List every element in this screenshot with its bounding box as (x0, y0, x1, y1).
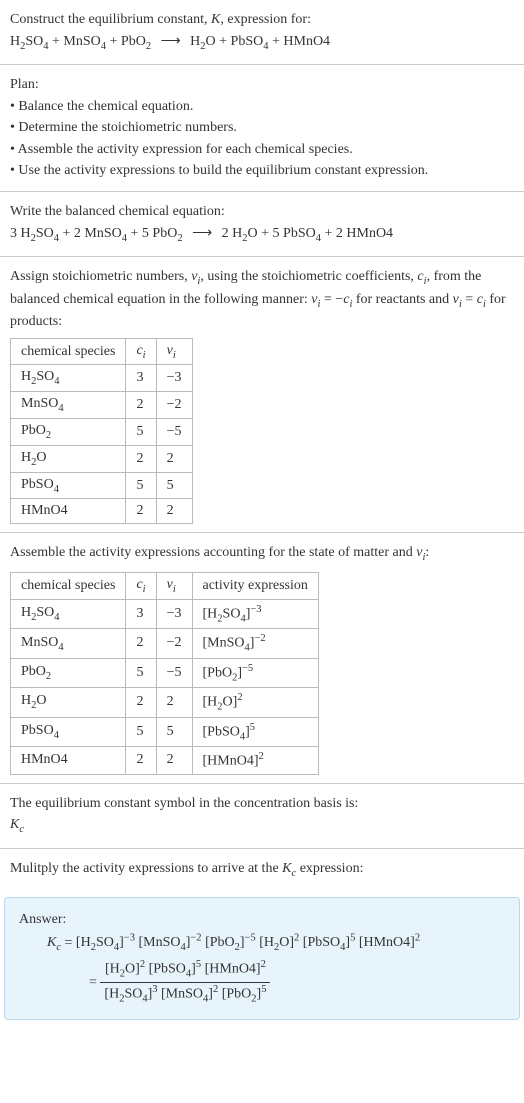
activity-section: Assemble the activity expressions accoun… (0, 533, 524, 783)
table-row: MnSO42−2 (11, 392, 193, 419)
table-row: HMnO422[HMnO4]2 (11, 747, 319, 775)
activity-table: chemical species ci νi activity expressi… (10, 572, 319, 775)
kc-symbol-section: The equilibrium constant symbol in the c… (0, 784, 524, 849)
table-header-row: chemical species ci νi (11, 338, 193, 365)
frac-den: [H2SO4]3 [MnSO4]2 [PbO2]5 (100, 983, 270, 1007)
multiply-section: Mulitply the activity expressions to arr… (0, 849, 524, 891)
answer-label: Answer: (19, 910, 505, 930)
table-row: HMnO422 (11, 499, 193, 524)
intro-section: Construct the equilibrium constant, K, e… (0, 0, 524, 65)
answer-rhs: [H2SO4]−3 [MnSO4]−2 [PbO2]−5 [H2O]2 [PbS… (76, 935, 420, 950)
table-row: H2O22 (11, 445, 193, 472)
table-row: PbSO455 (11, 472, 193, 499)
answer-box: Answer: Kc = [H2SO4]−3 [MnSO4]−2 [PbO2]−… (4, 897, 520, 1020)
balanced-section: Write the balanced chemical equation: 3 … (0, 192, 524, 257)
plan-heading: Plan: (10, 75, 514, 95)
table-row: PbSO455[PbSO4]5 (11, 717, 319, 746)
intro-line1: Construct the equilibrium constant, K, e… (10, 10, 514, 30)
stoich-text: Assign stoichiometric numbers, νi, using… (10, 267, 514, 332)
plan-section: Plan: • Balance the chemical equation. •… (0, 65, 524, 192)
answer-line1: Kc = [H2SO4]−3 [MnSO4]−2 [PbO2]−5 [H2O]2… (19, 932, 505, 956)
plan-item: • Assemble the activity expression for e… (10, 140, 514, 160)
col-header: chemical species (11, 338, 126, 365)
table-row: H2O22[H2O]2 (11, 688, 319, 717)
col-header: νi (156, 338, 192, 365)
answer-lhs: Kc = (47, 935, 76, 950)
col-header: ci (126, 338, 156, 365)
balanced-heading: Write the balanced chemical equation: (10, 202, 514, 222)
answer-fraction: [H2O]2 [PbSO4]5 [HMnO4]2 [H2SO4]3 [MnSO4… (100, 958, 270, 1007)
table-row: H2SO43−3 (11, 365, 193, 392)
stoich-table: chemical species ci νi H2SO43−3 MnSO42−2… (10, 338, 193, 525)
intro-equation: H2SO4 + MnSO4 + PbO2 ⟶ H2O + PbSO4 + HMn… (10, 32, 514, 54)
multiply-text: Mulitply the activity expressions to arr… (10, 859, 514, 881)
col-header: chemical species (11, 572, 126, 599)
table-row: PbO25−5 (11, 419, 193, 446)
frac-num: [H2O]2 [PbSO4]5 [HMnO4]2 (100, 958, 270, 983)
stoich-section: Assign stoichiometric numbers, νi, using… (0, 257, 524, 533)
table-row: H2SO43−3[H2SO4]−3 (11, 599, 319, 628)
kc-line2: Kc (10, 815, 514, 837)
answer-line2: = [H2O]2 [PbSO4]5 [HMnO4]2 [H2SO4]3 [MnS… (61, 958, 505, 1007)
col-header: νi (156, 572, 192, 599)
table-row: MnSO42−2[MnSO4]−2 (11, 629, 319, 658)
plan-item: • Use the activity expressions to build … (10, 161, 514, 181)
balanced-equation: 3 H2SO4 + 2 MnSO4 + 5 PbO2 ⟶ 2 H2O + 5 P… (10, 224, 514, 246)
kc-line1: The equilibrium constant symbol in the c… (10, 794, 514, 814)
activity-text: Assemble the activity expressions accoun… (10, 543, 514, 565)
col-header: activity expression (192, 572, 318, 599)
col-header: ci (126, 572, 156, 599)
table-header-row: chemical species ci νi activity expressi… (11, 572, 319, 599)
plan-item: • Determine the stoichiometric numbers. (10, 118, 514, 138)
table-row: PbO25−5[PbO2]−5 (11, 658, 319, 687)
plan-item: • Balance the chemical equation. (10, 97, 514, 117)
